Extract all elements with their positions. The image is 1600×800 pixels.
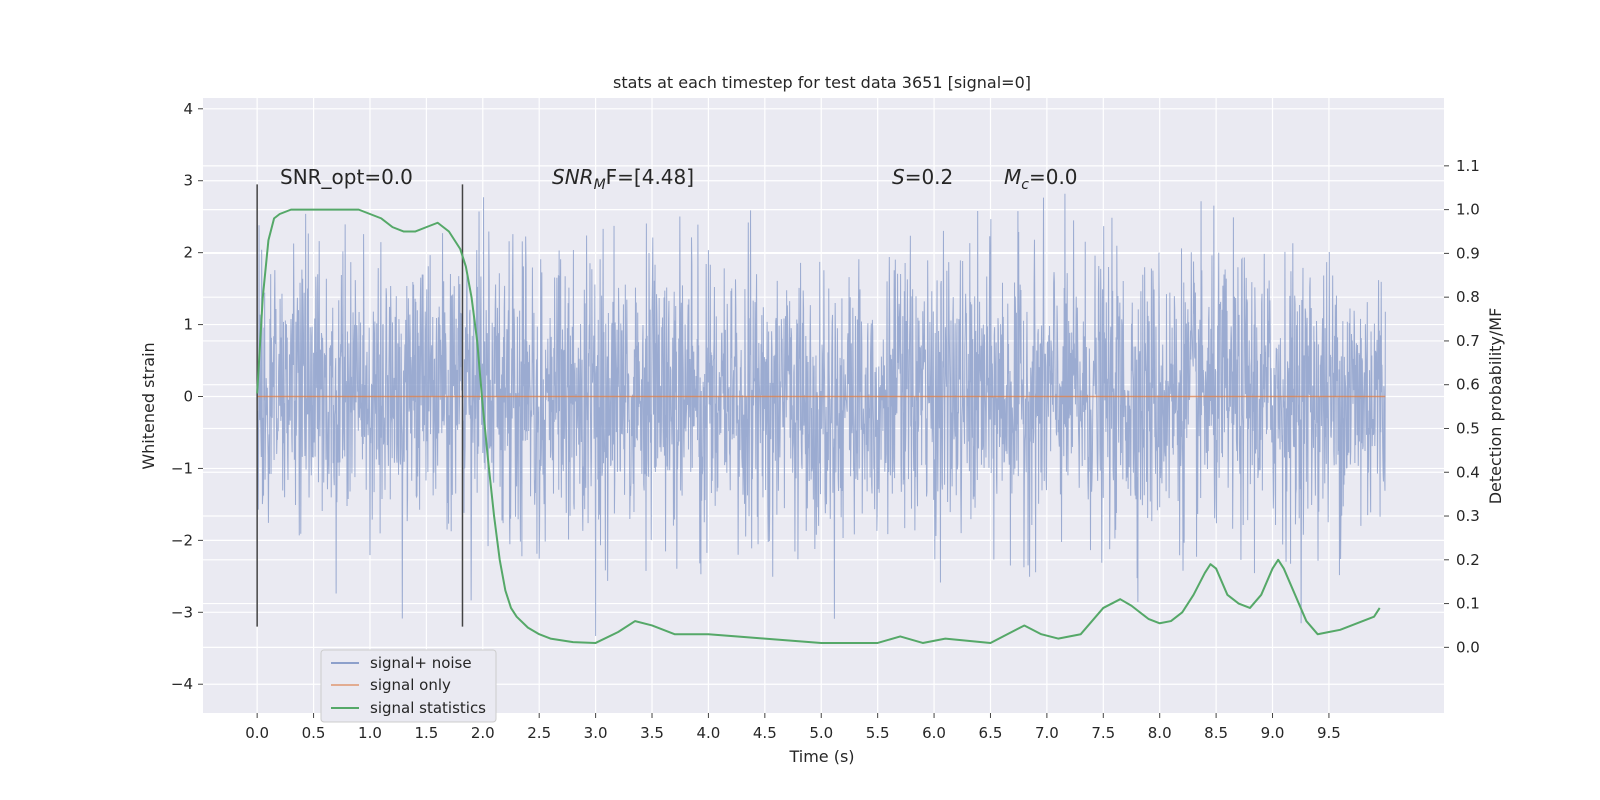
x-tick-label: 8.5 xyxy=(1204,724,1228,742)
signal-noise-line xyxy=(256,193,1386,637)
y2-tick-label: 0.5 xyxy=(1456,419,1480,437)
x-tick-label: 9.5 xyxy=(1317,724,1341,742)
annotation-mc-sub: c xyxy=(1021,177,1029,193)
x-axis-ticks: 0.0 0.5 1.0 1.5 2.0 2.5 3.0 3.5 4.0 4.5 5.0 5.5 6.0 6… xyxy=(245,713,1341,742)
x-tick-label: 5.5 xyxy=(866,724,890,742)
y2-tick-label: 0.6 xyxy=(1456,376,1480,394)
x-tick-label: 3.0 xyxy=(584,724,608,742)
x-tick-label: 4.5 xyxy=(753,724,777,742)
y-tick-label: 0 xyxy=(183,388,193,406)
y-axis-label: Whitened strain xyxy=(139,342,158,469)
chart-title: stats at each timestep for test data 365… xyxy=(613,73,1031,92)
legend-label-statistics: signal statistics xyxy=(370,699,486,717)
annotation-s-val: =0.2 xyxy=(905,165,954,189)
x-tick-label: 5.0 xyxy=(809,724,833,742)
annotation-s: S=0.2 xyxy=(892,165,953,189)
legend: signal+ noise signal only signal statist… xyxy=(320,649,497,723)
y2-tick-label: 0.8 xyxy=(1456,288,1480,306)
x-tick-label: 9.0 xyxy=(1261,724,1285,742)
x-tick-label: 2.5 xyxy=(527,724,551,742)
annotation-mc: Mc=0.0 xyxy=(1004,165,1078,193)
legend-label-signal-only: signal only xyxy=(370,676,451,694)
y-tick-label: 4 xyxy=(183,100,193,118)
x-tick-label: 7.5 xyxy=(1091,724,1115,742)
y-tick-label: −1 xyxy=(171,459,193,477)
x-axis-label: Time (s) xyxy=(788,747,854,766)
y-tick-label: −2 xyxy=(171,531,193,549)
x-tick-label: 0.0 xyxy=(245,724,269,742)
y-tick-label: −3 xyxy=(171,603,193,621)
x-tick-label: 1.0 xyxy=(358,724,382,742)
y2-tick-label: 0.3 xyxy=(1456,507,1480,525)
x-tick-label: 0.5 xyxy=(302,724,326,742)
y2-tick-label: 0.2 xyxy=(1456,551,1480,569)
x-tick-label: 6.0 xyxy=(922,724,946,742)
annotation-mc-var: M xyxy=(1004,165,1021,189)
annotation-snr-mf: SNRMF=[4.48] xyxy=(552,165,694,193)
y2-tick-label: 0.0 xyxy=(1456,638,1480,656)
y-axis-ticks: −4 −3 −2 −1 0 1 2 3 4 xyxy=(171,100,203,693)
x-tick-label: 4.0 xyxy=(696,724,720,742)
annotation-s-var: S xyxy=(892,165,905,189)
y2-axis-label: Detection probability/MF xyxy=(1486,308,1505,505)
signal-statistics-line xyxy=(256,208,1381,644)
annotation-snr-opt: SNR_opt=0.0 xyxy=(280,165,413,189)
x-tick-label: 1.5 xyxy=(414,724,438,742)
y2-tick-label: 0.4 xyxy=(1456,463,1480,481)
signal-noise-series xyxy=(256,193,1386,637)
y2-tick-label: 0.9 xyxy=(1456,244,1480,262)
annotation-snr-mf-base: SNR xyxy=(552,165,594,189)
legend-label-signal-noise: signal+ noise xyxy=(370,654,472,672)
annotation-mc-val: =0.0 xyxy=(1029,165,1078,189)
y2-tick-label: 0.1 xyxy=(1456,595,1480,613)
x-tick-label: 2.0 xyxy=(471,724,495,742)
annotation-snr-mf-rest: F=[4.48] xyxy=(606,165,694,189)
y2-tick-label: 0.7 xyxy=(1456,332,1480,350)
y-tick-label: 2 xyxy=(183,244,193,262)
annotations: SNR_opt=0.0 SNRMF=[4.48] S=0.2 Mc=0.0 xyxy=(280,165,1078,193)
y-tick-label: 3 xyxy=(183,172,193,190)
x-tick-label: 6.5 xyxy=(979,724,1003,742)
y-tick-label: 1 xyxy=(183,316,193,334)
y2-axis-ticks: 0.0 0.1 0.2 0.3 0.4 0.5 0.6 0.7 0.8 0.9 1.0 1.1 xyxy=(1444,157,1480,656)
y2-tick-label: 1.1 xyxy=(1456,157,1480,175)
y-tick-label: −4 xyxy=(171,675,193,693)
legend-box xyxy=(320,649,497,723)
annotation-snr-mf-sub: M xyxy=(594,177,606,193)
x-tick-label: 7.0 xyxy=(1035,724,1059,742)
y2-tick-label: 1.0 xyxy=(1456,201,1480,219)
x-tick-label: 3.5 xyxy=(640,724,664,742)
signal-statistics-series xyxy=(256,208,1381,644)
x-tick-label: 8.0 xyxy=(1148,724,1172,742)
